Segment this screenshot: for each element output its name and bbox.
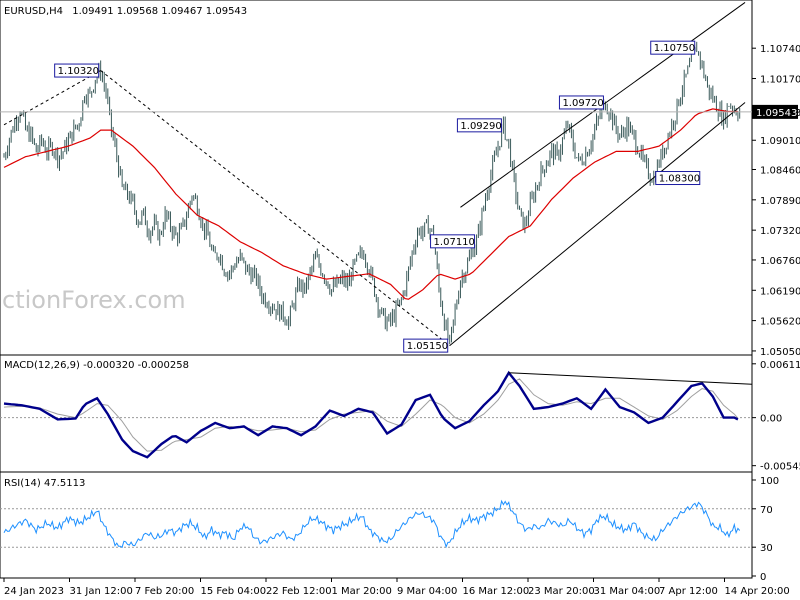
time-tick-label: 15 Feb 04:00 bbox=[201, 586, 267, 597]
annotation-box bbox=[54, 63, 100, 78]
annotation-box bbox=[430, 234, 476, 249]
annotation-label: 1.09290 bbox=[460, 121, 501, 132]
annotation-label: 1.10750 bbox=[654, 43, 695, 54]
annotation-box bbox=[456, 118, 502, 133]
price-tick-label: 1.07890 bbox=[760, 196, 800, 207]
price-tick-label: 1.06190 bbox=[760, 286, 800, 297]
macd-divergence-line bbox=[508, 372, 753, 385]
macd-title: MACD(12,26,9) -0.000320 -0.000258 bbox=[4, 360, 189, 371]
price-tick-label: 1.07320 bbox=[760, 226, 800, 237]
rsi-tick-label: 0 bbox=[760, 572, 766, 583]
time-tick-label: 1 Mar 20:00 bbox=[332, 586, 392, 597]
rsi-panel: 100 70 30 0 bbox=[0, 476, 779, 583]
annotation-label: 1.05150 bbox=[407, 341, 448, 352]
price-tick-label: 1.10170 bbox=[760, 75, 800, 86]
candles bbox=[3, 41, 741, 345]
time-tick-label: 16 Mar 12:00 bbox=[463, 586, 530, 597]
time-tick-label: 7 Feb 20:00 bbox=[135, 586, 194, 597]
annotation-label: 1.07110 bbox=[434, 237, 475, 248]
rsi-line bbox=[3, 499, 741, 549]
price-tick-label: 1.05620 bbox=[760, 317, 800, 328]
time-tick-label: 14 Apr 20:00 bbox=[725, 586, 790, 597]
time-tick-label: 23 Mar 20:00 bbox=[528, 586, 595, 597]
rsi-tick-label: 100 bbox=[760, 476, 779, 487]
annotation-box bbox=[558, 95, 604, 110]
time-tick-label: 31 Jan 12:00 bbox=[70, 586, 133, 597]
moving-average bbox=[3, 108, 738, 300]
price-tick-label: 1.09010 bbox=[760, 136, 800, 147]
watermark: ctionForex.com bbox=[2, 286, 186, 314]
macd-main-line bbox=[3, 370, 739, 459]
time-axis: 24 Jan 2023 31 Jan 12:00 7 Feb 20:00 15 Feb… bbox=[3, 578, 790, 597]
macd-panel: 0.006118 0.00 -0.005458 bbox=[0, 360, 800, 473]
current-price-label: 1.09543 bbox=[756, 108, 797, 119]
annotation-box bbox=[650, 40, 696, 55]
rsi-panel-frame bbox=[0, 471, 753, 579]
price-annotations: 1.10320 1.05150 1.07110 1.09290 1.09720 1.083… bbox=[54, 40, 701, 353]
ma-line bbox=[3, 108, 738, 300]
time-tick-label: 22 Feb 12:00 bbox=[266, 586, 332, 597]
time-tick-label: 9 Mar 04:00 bbox=[397, 586, 457, 597]
trendline bbox=[100, 70, 451, 347]
rsi-tick-label: 30 bbox=[760, 543, 773, 554]
rsi-title: RSI(14) 47.5113 bbox=[4, 478, 85, 489]
annotation-box bbox=[655, 171, 701, 186]
rsi-tick-label: 70 bbox=[760, 505, 773, 516]
trendline bbox=[3, 70, 101, 126]
annotation-label: 1.10320 bbox=[58, 66, 99, 77]
ohlc-label: 1.09491 1.09568 1.09467 1.09543 bbox=[72, 6, 247, 17]
price-tick-label: 1.10740 bbox=[760, 44, 800, 55]
macd-tick-label: 0.00 bbox=[760, 414, 782, 425]
time-tick-label: 31 Mar 04:00 bbox=[594, 586, 661, 597]
symbol-label: EURUSD,H4 bbox=[4, 6, 63, 17]
time-tick-label: 7 Apr 12:00 bbox=[659, 586, 718, 597]
current-price-badge bbox=[752, 104, 798, 119]
annotation-label: 1.08300 bbox=[659, 174, 700, 185]
trendline bbox=[449, 102, 746, 347]
price-tick-label: 1.06760 bbox=[760, 256, 800, 267]
annotation-box bbox=[403, 338, 449, 353]
price-tick-label: 1.08460 bbox=[760, 166, 800, 177]
macd-tick-label: 0.006118 bbox=[760, 360, 800, 371]
macd-tick-label: -0.005458 bbox=[760, 462, 800, 473]
time-tick-label: 24 Jan 2023 bbox=[4, 586, 64, 597]
price-tick-label: 1.05050 bbox=[760, 347, 800, 358]
chart-header: EURUSD,H4 1.09491 1.09568 1.09467 1.0954… bbox=[4, 6, 247, 17]
annotation-label: 1.09720 bbox=[562, 98, 603, 109]
